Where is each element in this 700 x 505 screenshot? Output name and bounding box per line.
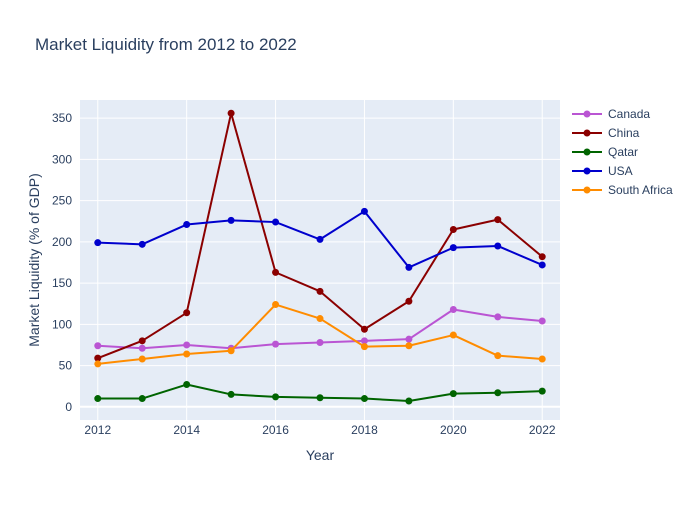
data-point[interactable] [183,350,191,358]
series-usa[interactable] [94,207,546,271]
data-point[interactable] [94,395,102,403]
data-point[interactable] [183,341,191,349]
y-tick-label: 50 [59,359,73,373]
data-point[interactable] [272,340,280,348]
data-point[interactable] [183,309,191,317]
data-point[interactable] [360,395,368,403]
y-tick-label: 350 [52,111,72,125]
data-point[interactable] [227,390,235,398]
legend-marker [583,167,591,175]
data-point[interactable] [538,355,546,363]
data-point[interactable] [494,389,502,397]
plot-area [80,100,560,420]
series-canada[interactable] [94,305,546,352]
data-point[interactable] [227,109,235,117]
data-point[interactable] [449,244,457,252]
data-point[interactable] [449,225,457,233]
legend-label: Canada [608,107,650,121]
data-point[interactable] [538,261,546,269]
series-south-africa[interactable] [94,301,546,368]
y-tick-label: 250 [52,194,72,208]
data-point[interactable] [360,325,368,333]
y-tick-label: 100 [52,317,72,331]
data-point[interactable] [272,268,280,276]
legend-item[interactable]: China [572,126,640,140]
data-point[interactable] [316,315,324,323]
data-point[interactable] [449,331,457,339]
data-point[interactable] [227,216,235,224]
data-point[interactable] [316,394,324,402]
data-point[interactable] [449,305,457,313]
y-tick-label: 300 [52,152,72,166]
legend-label: South Africa [608,183,673,197]
data-point[interactable] [405,342,413,350]
data-point[interactable] [316,235,324,243]
legend-item[interactable]: South Africa [572,183,673,197]
legend-item[interactable]: Qatar [572,145,638,159]
data-point[interactable] [138,355,146,363]
data-point[interactable] [449,390,457,398]
legend-item[interactable]: Canada [572,107,650,121]
data-point[interactable] [360,207,368,215]
legend-marker [583,129,591,137]
data-point[interactable] [405,297,413,305]
data-point[interactable] [138,395,146,403]
y-axis-label: Market Liquidity (% of GDP) [26,173,42,347]
data-point[interactable] [538,317,546,325]
data-point[interactable] [138,344,146,352]
data-point[interactable] [272,218,280,226]
legend[interactable]: Canada China Qatar USA South Africa [572,107,673,197]
legend-marker [583,110,591,118]
series-china[interactable] [94,109,546,362]
data-point[interactable] [538,387,546,395]
series-qatar[interactable] [94,381,546,405]
x-tick-label: 2020 [440,423,467,437]
data-point[interactable] [138,240,146,248]
chart-title: Market Liquidity from 2012 to 2022 [35,35,297,54]
data-point[interactable] [94,342,102,350]
x-axis-label: Year [306,447,335,463]
x-tick-label: 2014 [173,423,200,437]
y-tick-label: 200 [52,235,72,249]
data-point[interactable] [94,239,102,247]
legend-item[interactable]: USA [572,164,633,178]
x-tick-label: 2012 [84,423,111,437]
data-point[interactable] [94,360,102,368]
legend-marker [583,148,591,156]
data-point[interactable] [494,216,502,224]
x-tick-label: 2016 [262,423,289,437]
data-series [94,109,546,405]
data-point[interactable] [316,338,324,346]
data-point[interactable] [138,337,146,345]
legend-label: Qatar [608,145,638,159]
data-point[interactable] [272,301,280,309]
data-point[interactable] [94,354,102,362]
legend-label: China [608,126,640,140]
legend-marker [583,186,591,194]
data-point[interactable] [183,221,191,229]
data-point[interactable] [405,397,413,405]
data-point[interactable] [494,242,502,250]
axis-ticks: 0 50 100 150 200 250 300 350 2012 2014 2016 2018 202… [52,111,556,437]
data-point[interactable] [316,287,324,295]
x-tick-label: 2018 [351,423,378,437]
x-tick-label: 2022 [529,423,556,437]
data-point[interactable] [494,352,502,360]
legend-label: USA [608,164,633,178]
data-point[interactable] [538,253,546,261]
data-point[interactable] [183,381,191,389]
y-tick-label: 150 [52,276,72,290]
y-tick-label: 0 [65,400,72,414]
data-point[interactable] [360,343,368,351]
data-point[interactable] [405,335,413,343]
data-point[interactable] [405,263,413,271]
data-point[interactable] [227,347,235,355]
data-point[interactable] [360,337,368,345]
data-point[interactable] [272,393,280,401]
data-point[interactable] [494,313,502,321]
